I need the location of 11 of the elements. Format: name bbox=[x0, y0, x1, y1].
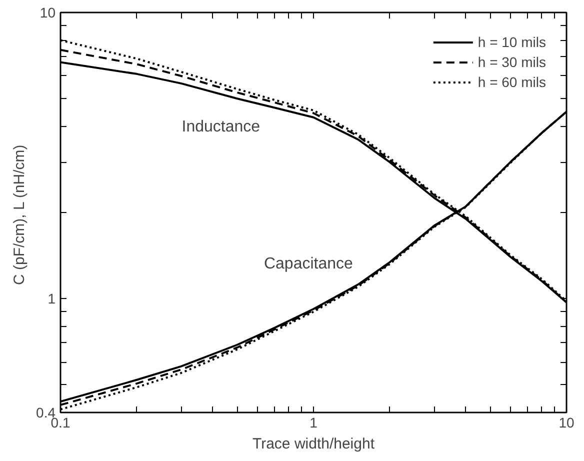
x-tick-label: 10 bbox=[558, 414, 574, 430]
legend-label: h = 10 mils bbox=[478, 34, 546, 50]
x-axis-title: Trace width/height bbox=[252, 436, 376, 452]
legend-label: h = 60 mils bbox=[478, 74, 546, 90]
legend-label: h = 30 mils bbox=[478, 54, 546, 70]
y-tick-label: 10 bbox=[40, 4, 56, 20]
y-tick-label: 1 bbox=[48, 290, 56, 307]
annotation: Inductance bbox=[182, 118, 260, 136]
x-tick-label: 1 bbox=[310, 414, 318, 430]
annotation: Capacitance bbox=[264, 256, 354, 273]
y-axis-title: C (pF/cm), L (nH/cm) bbox=[11, 144, 28, 285]
